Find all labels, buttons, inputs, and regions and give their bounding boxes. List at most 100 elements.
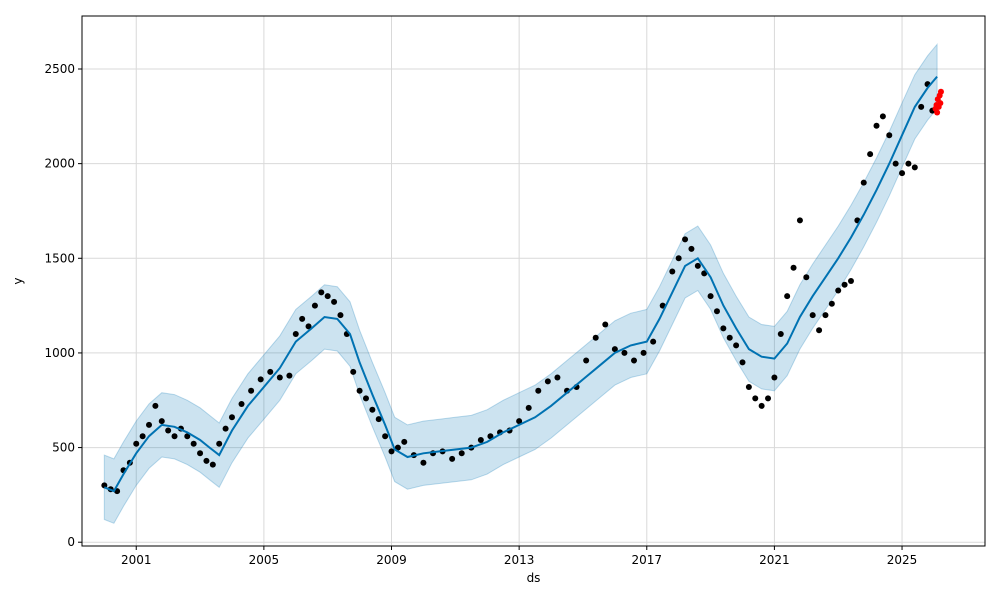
observed-point [190, 440, 197, 447]
observed-point [796, 217, 803, 224]
forecast-trend-line [103, 75, 938, 493]
observed-point [701, 270, 708, 277]
forecast-line [103, 75, 938, 493]
y-tick-label: 2500 [44, 62, 75, 76]
observed-point [318, 289, 325, 296]
observed-point [640, 349, 647, 356]
observed-point [267, 368, 274, 375]
x-axis-label: ds [527, 571, 541, 585]
observed-point [828, 300, 835, 307]
observed-point [905, 160, 912, 167]
x-tick-label: 2025 [887, 553, 918, 567]
holdout-point [937, 88, 944, 95]
observed-point [401, 438, 408, 445]
observed-point [611, 346, 618, 353]
observed-point [238, 401, 245, 408]
observed-point [918, 103, 925, 110]
observed-point [394, 444, 401, 451]
observed-point [362, 395, 369, 402]
holdout-point [937, 100, 944, 107]
observed-point [867, 151, 874, 158]
observed-point [602, 321, 609, 328]
observed-point [305, 323, 312, 330]
observed-point [631, 357, 638, 364]
observed-point [847, 278, 854, 284]
observed-point [816, 327, 823, 334]
observed-point [682, 236, 689, 243]
observed-point [525, 404, 532, 411]
observed-point [139, 433, 146, 440]
observed-point [809, 312, 816, 319]
y-tick-label: 1000 [44, 346, 75, 360]
observed-point [726, 334, 733, 341]
observed-point [720, 325, 727, 332]
observed-point [777, 331, 784, 337]
observed-point [621, 349, 628, 356]
observed-point [771, 374, 778, 381]
y-axis-ticks: 0 500 1000 1500 2000 2500 [44, 62, 82, 549]
grid-lines [82, 16, 985, 546]
observed-point [324, 293, 331, 300]
observed-point [822, 312, 829, 319]
observed-point [197, 450, 204, 457]
observed-point [707, 293, 714, 300]
observed-point [487, 433, 494, 440]
x-tick-label: 2001 [121, 553, 152, 567]
y-tick-label: 500 [52, 441, 75, 455]
observed-point [765, 395, 772, 402]
observed-point [477, 437, 484, 443]
observed-point [752, 395, 759, 402]
x-tick-label: 2009 [376, 553, 407, 567]
observed-point [911, 164, 918, 171]
observed-point [554, 374, 561, 381]
observed-point [841, 281, 848, 288]
y-axis-label: y [11, 277, 25, 284]
uncertainty-band-area [103, 43, 938, 524]
observed-point [257, 376, 264, 383]
holdout-point [934, 109, 941, 116]
observed-point [356, 387, 363, 394]
observed-point [331, 298, 338, 305]
observed-point [292, 331, 299, 337]
y-tick-label: 1500 [44, 251, 75, 265]
observed-point [146, 421, 153, 428]
uncertainty-band [103, 43, 938, 524]
observed-point [745, 384, 752, 390]
observed-point [583, 357, 590, 364]
y-tick-label: 0 [67, 535, 75, 549]
observed-point [694, 262, 701, 269]
observed-point [171, 433, 178, 440]
plot-frame [81, 15, 986, 547]
observed-point [420, 459, 427, 466]
observed-point [276, 374, 283, 381]
x-tick-label: 2017 [632, 553, 663, 567]
observed-point [733, 342, 740, 349]
observed-point [860, 179, 867, 186]
observed-point [892, 160, 899, 167]
observed-point [675, 255, 682, 262]
observed-point [879, 113, 886, 120]
observed-point [873, 122, 880, 129]
observed-point [286, 372, 293, 379]
observed-point [758, 402, 765, 409]
observed-point [388, 448, 395, 455]
observed-point [886, 132, 893, 139]
y-tick-label: 2000 [44, 157, 75, 171]
observed-point [784, 293, 791, 300]
observed-point [152, 402, 159, 409]
x-tick-label: 2013 [504, 553, 535, 567]
observed-point [216, 440, 223, 447]
observed-point [375, 416, 382, 423]
observed-point [337, 312, 344, 319]
observed-point [248, 387, 255, 394]
observed-point [803, 274, 810, 281]
observed-point [535, 387, 542, 394]
observed-point [835, 287, 842, 294]
observed-point [382, 433, 389, 440]
observed-point [299, 315, 306, 322]
holdout-points [932, 88, 944, 116]
observed-point [688, 245, 695, 252]
observed-point [713, 308, 720, 315]
observed-point [158, 418, 165, 425]
